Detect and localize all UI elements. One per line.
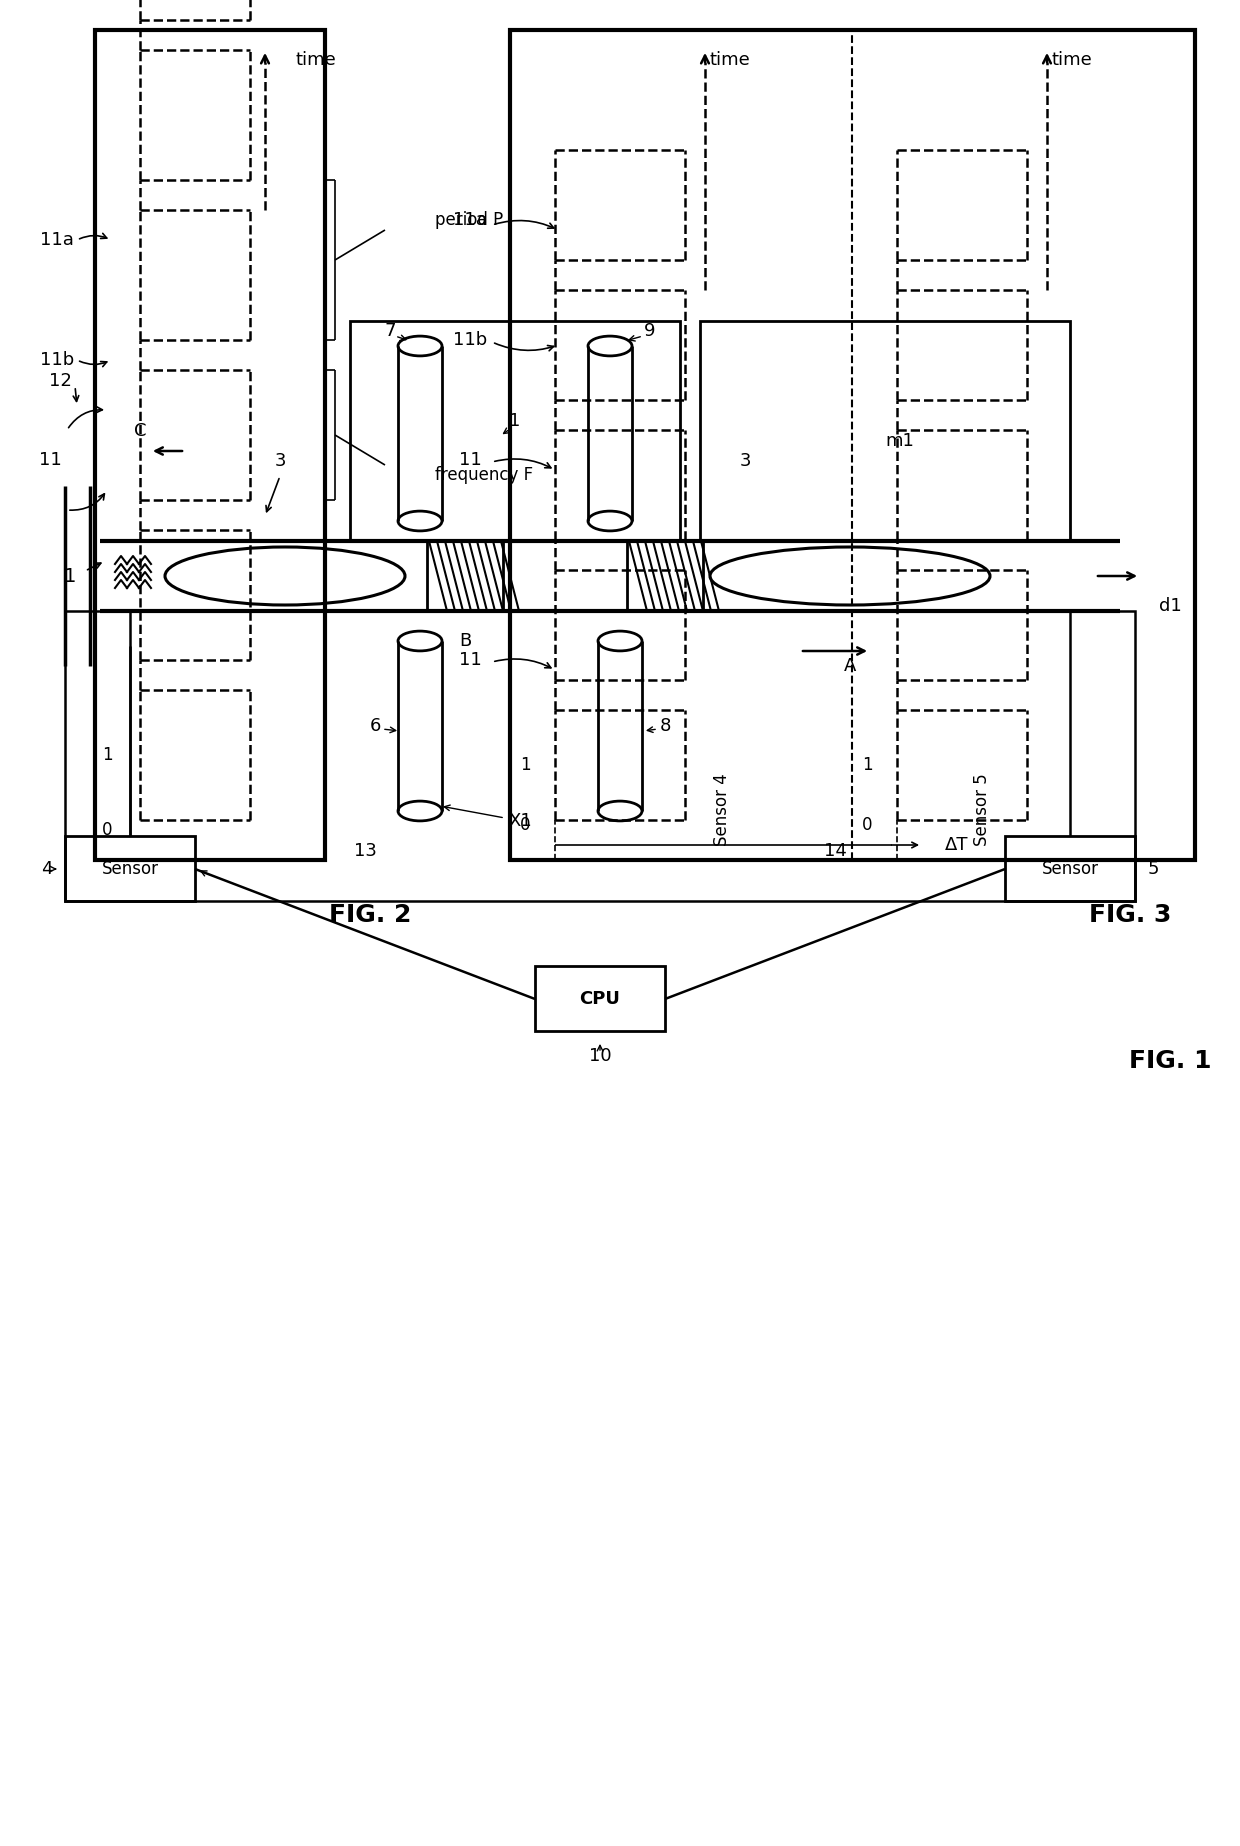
- Text: 11b: 11b: [40, 351, 74, 369]
- Text: 10: 10: [589, 1047, 611, 1065]
- Text: Sensor: Sensor: [102, 860, 159, 879]
- Text: Sensor 5: Sensor 5: [973, 773, 991, 845]
- Text: 1: 1: [862, 757, 872, 773]
- Text: 1: 1: [102, 746, 113, 764]
- Text: 11: 11: [459, 450, 481, 469]
- Text: X1: X1: [508, 812, 532, 831]
- Text: 1: 1: [63, 567, 76, 585]
- Text: time: time: [295, 52, 336, 68]
- Text: B: B: [459, 631, 471, 650]
- Text: d1: d1: [1158, 596, 1182, 615]
- Text: 11a: 11a: [40, 231, 74, 249]
- Text: Sensor 4: Sensor 4: [713, 773, 732, 845]
- Bar: [1004, 836, 1135, 901]
- Text: time: time: [1052, 52, 1092, 68]
- Text: Sensor: Sensor: [1042, 860, 1099, 879]
- Text: 0: 0: [520, 816, 531, 834]
- Text: 3: 3: [274, 452, 285, 471]
- Bar: [350, 321, 680, 541]
- Text: 11: 11: [38, 450, 61, 469]
- Bar: [95, 30, 325, 860]
- Text: 12: 12: [48, 373, 72, 390]
- Bar: [534, 965, 665, 1032]
- Text: m1: m1: [885, 432, 914, 450]
- Text: 5: 5: [1147, 860, 1158, 879]
- Text: frequency F: frequency F: [435, 465, 533, 484]
- Text: 3: 3: [739, 452, 750, 471]
- Text: CPU: CPU: [579, 989, 620, 1008]
- Text: 9: 9: [645, 321, 656, 340]
- Text: FIG. 2: FIG. 2: [329, 903, 412, 927]
- Text: C: C: [134, 423, 146, 439]
- Text: time: time: [711, 52, 750, 68]
- Text: 11b: 11b: [453, 330, 487, 349]
- Text: 11: 11: [459, 652, 481, 668]
- Bar: [510, 30, 1195, 860]
- Bar: [64, 611, 1135, 901]
- Text: 8: 8: [660, 716, 671, 735]
- Text: 0: 0: [862, 816, 872, 834]
- Text: 7: 7: [384, 321, 396, 340]
- Text: 1: 1: [510, 412, 521, 430]
- Text: period P: period P: [435, 210, 503, 229]
- Text: 11a: 11a: [453, 210, 487, 229]
- Text: 13: 13: [353, 842, 377, 860]
- Bar: [64, 836, 195, 901]
- Text: ΔT: ΔT: [945, 836, 968, 855]
- Text: 14: 14: [823, 842, 847, 860]
- Text: A: A: [843, 657, 856, 676]
- Text: 6: 6: [370, 716, 381, 735]
- Text: FIG. 1: FIG. 1: [1128, 1049, 1211, 1073]
- Text: FIG. 3: FIG. 3: [1089, 903, 1172, 927]
- Text: 0: 0: [102, 821, 113, 838]
- Bar: [701, 321, 1070, 541]
- Text: 4: 4: [41, 860, 53, 879]
- Text: 1: 1: [520, 757, 531, 773]
